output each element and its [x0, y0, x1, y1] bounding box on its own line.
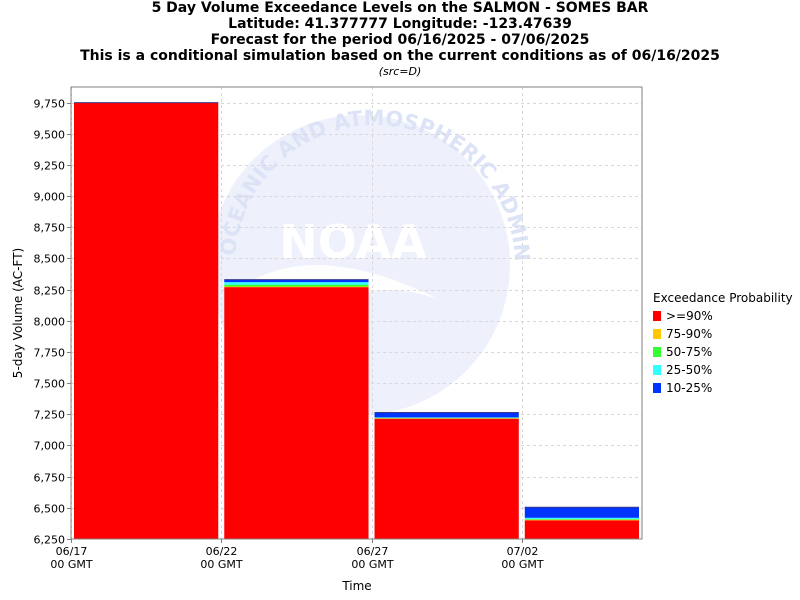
y-tick-label: 8,000	[34, 316, 66, 329]
y-axis-label: 5-day Volume (AC-FT)	[11, 248, 25, 378]
x-tick-label-time: 00 GMT	[501, 558, 544, 571]
y-tick-label: 9,500	[34, 129, 66, 142]
legend-label: 25-50%	[666, 363, 713, 377]
chart-period: Forecast for the period 06/16/2025 - 07/…	[210, 32, 590, 48]
y-tick-label: 6,750	[34, 472, 66, 485]
y-tick-label: 7,000	[34, 440, 66, 453]
chart-title: 5 Day Volume Exceedance Levels on the SA…	[151, 0, 649, 16]
bar-segment-2-4	[224, 282, 369, 285]
watermark-logo-text: NOAA	[279, 215, 427, 269]
legend-item-90: >=90%	[653, 307, 793, 325]
bar-segment-4-2	[524, 519, 639, 521]
bar-segment-4-5	[524, 507, 639, 518]
bar-segment-4-3	[524, 519, 639, 520]
y-tick-label: 6,250	[34, 534, 66, 547]
legend-label: >=90%	[666, 309, 713, 323]
plot-border	[70, 86, 643, 540]
bar-segment-2-3	[224, 284, 369, 287]
y-tick-label: 6,500	[34, 503, 66, 516]
bar-segment-2-2	[224, 286, 369, 288]
bars	[74, 102, 639, 539]
legend-swatch	[653, 365, 661, 375]
y-tick-label: 8,250	[34, 285, 66, 298]
y-tick-label: 7,500	[34, 378, 66, 391]
y-tick-label: 9,250	[34, 160, 66, 173]
legend-swatch	[653, 329, 661, 339]
legend-swatch	[653, 311, 661, 321]
chart-location: Latitude: 41.377777 Longitude: -123.4763…	[228, 16, 572, 32]
bar-segment-1-1	[74, 102, 219, 539]
x-tick-label-time: 00 GMT	[200, 558, 243, 571]
x-tick-label-date: 07/02	[507, 545, 539, 558]
legend-label: 75-90%	[666, 327, 713, 341]
y-tick-label: 9,000	[34, 191, 66, 204]
legend-item-50-75: 50-75%	[653, 343, 793, 361]
chart-source: (src=D)	[378, 65, 422, 78]
x-tick-label-date: 06/17	[56, 545, 88, 558]
legend-label: 50-75%	[666, 345, 713, 359]
y-tick-label: 8,500	[34, 253, 66, 266]
x-tick-label-time: 00 GMT	[351, 558, 394, 571]
bar-segment-4-1	[524, 520, 639, 539]
chart-condition-note: This is a conditional simulation based o…	[80, 48, 720, 64]
legend-item-25-50: 25-50%	[653, 361, 793, 379]
x-tick-label-date: 06/22	[206, 545, 238, 558]
legend-swatch	[653, 347, 661, 357]
legend-item-10-25: 10-25%	[653, 379, 793, 397]
x-tick-label-time: 00 GMT	[50, 558, 93, 571]
chart-titles: 5 Day Volume Exceedance Levels on the SA…	[0, 0, 800, 79]
legend-label: 10-25%	[666, 381, 713, 395]
legend-swatch	[653, 383, 661, 393]
y-tick-label: 8,750	[34, 222, 66, 235]
bar-segment-3-1	[374, 418, 519, 539]
legend-item-75-90: 75-90%	[653, 325, 793, 343]
x-axis-label: Time	[341, 579, 371, 593]
y-tick-label: 7,750	[34, 347, 66, 360]
y-tick-label: 9,750	[34, 98, 66, 111]
bar-segment-2-1	[224, 287, 369, 539]
legend-title: Exceedance Probability	[653, 291, 793, 305]
bar-segment-2-5	[224, 279, 369, 283]
y-tick-label: 7,250	[34, 409, 66, 422]
x-tick-label-date: 06/27	[357, 545, 389, 558]
legend: Exceedance Probability >=90% 75-90% 50-7…	[653, 289, 793, 397]
y-axis: 6,250 6,500 6,750 7,000 7,250 7,500 7,750 8,000…	[34, 98, 71, 547]
bar-segment-3-5	[374, 412, 519, 418]
bar-segment-4-4	[524, 517, 639, 520]
